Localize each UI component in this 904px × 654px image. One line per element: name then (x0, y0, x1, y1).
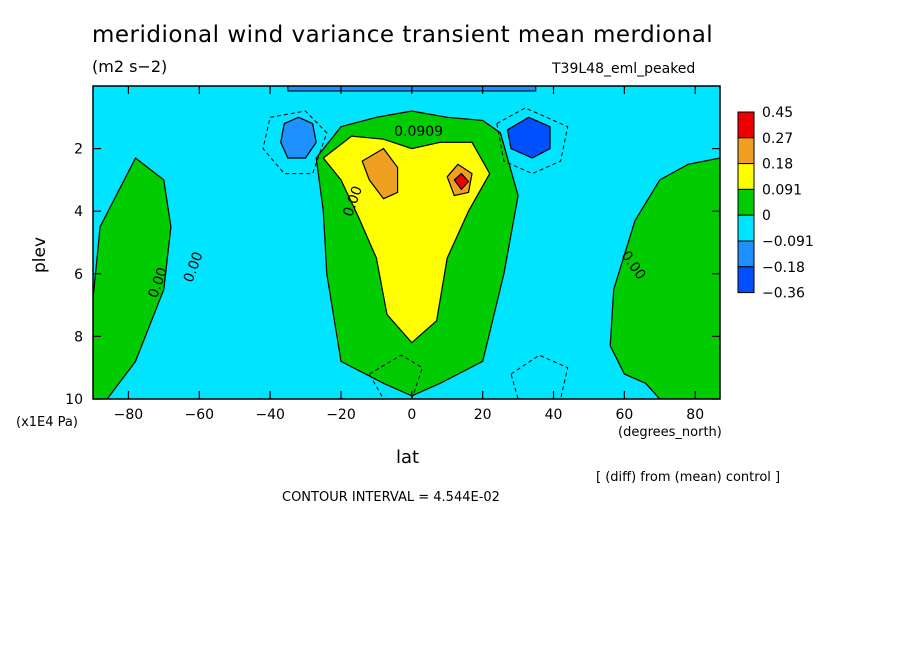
legend-label: −0.36 (762, 286, 805, 302)
legend-label: 0.27 (762, 131, 793, 147)
dashed-contour-2 (368, 354, 424, 399)
diff-note: [ (diff) from (mean) control ] (596, 470, 781, 485)
plot-clip-group (93, 86, 720, 399)
dashed-contour-3 (510, 354, 569, 399)
contour-interval-note: CONTOUR INTERVAL = 4.544E-02 (282, 490, 500, 505)
region-core-left (361, 147, 399, 200)
y-tick-label: 8 (74, 329, 83, 345)
y-tick-label: 6 (74, 267, 83, 283)
y-axis-label: plev (30, 236, 51, 274)
legend-swatch (737, 240, 755, 268)
y-axis-units: (x1E4 Pa) (16, 415, 78, 430)
legend-swatch (737, 111, 755, 139)
x-tick-label: 0 (407, 407, 416, 423)
contour-label: 0.0909 (394, 124, 443, 140)
x-axis-label: lat (396, 447, 420, 468)
model-label: T39L48_eml_peaked (552, 61, 696, 77)
x-tick-label: −40 (255, 407, 285, 423)
x-tick-label: −80 (114, 407, 144, 423)
x-tick-label: 80 (686, 407, 704, 423)
legend-swatch (737, 188, 755, 216)
region-south-polar (93, 157, 172, 399)
region-max-right (453, 172, 470, 191)
x-tick-label: 20 (474, 407, 492, 423)
legend: 0.45 0.27 0.18 0.091 0 −0.091 −0.18 −0.36 (737, 105, 814, 302)
y-tick-label: 2 (74, 142, 83, 158)
dashed-contour-1 (496, 107, 569, 175)
y-tick-label: 10 (65, 392, 83, 408)
legend-label: 0.091 (762, 182, 802, 198)
legend-label: −0.18 (762, 260, 805, 276)
region-neg-blob-north (506, 116, 551, 159)
x-tick-label: 60 (615, 407, 633, 423)
x-tick-label: −60 (184, 407, 214, 423)
plot-frame (92, 85, 721, 400)
legend-label: 0.45 (762, 105, 793, 121)
x-axis-units: (degrees_north) (618, 425, 722, 440)
legend-swatch (737, 137, 755, 165)
chart-title: meridional wind variance transient mean … (92, 22, 714, 48)
x-tick-label: 40 (545, 407, 563, 423)
dashed-contour-0 (262, 110, 328, 175)
legend-swatch (737, 266, 755, 294)
axes: −80 −60 −40 −20 0 20 40 60 80 2 4 6 8 10 (65, 86, 720, 423)
chart-units: (m2 s−2) (92, 57, 168, 76)
y-tick-label: 4 (74, 204, 83, 220)
legend-swatch (737, 214, 755, 242)
x-tick-label: −20 (326, 407, 356, 423)
legend-label: 0.18 (762, 157, 793, 173)
region-neg-blob-south (280, 116, 317, 159)
legend-label: −0.091 (762, 234, 814, 250)
region-tropical-inner (322, 135, 491, 344)
legend-swatch (737, 163, 755, 190)
legend-label: 0 (762, 208, 771, 224)
region-north-polar (609, 157, 720, 399)
